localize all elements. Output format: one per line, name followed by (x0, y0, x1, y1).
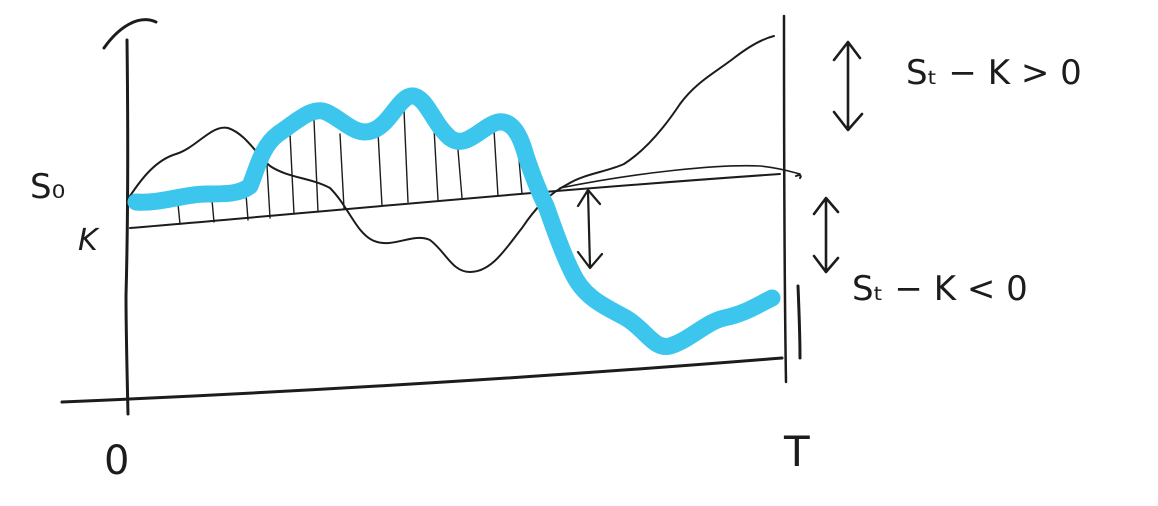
hatch-mark (177, 203, 181, 225)
strike-gap-double-arrow (576, 188, 604, 270)
price-path-highlight (127, 87, 781, 355)
strike-line (129, 173, 781, 229)
maturity-label: T (783, 427, 810, 476)
negative-payoff-label: Sₜ − K < 0 (852, 269, 1028, 309)
hatch-mark (245, 193, 249, 221)
hatch-mark (339, 133, 345, 209)
hatch-mark (493, 129, 499, 197)
hatch-mark (377, 131, 383, 207)
positive-payoff-arrow (832, 40, 864, 132)
positive-payoff-label: Sₜ − K > 0 (906, 53, 1082, 93)
price-path-black (129, 35, 775, 273)
hatch-mark (313, 119, 319, 213)
strike-line-end-wiggle (559, 164, 801, 189)
maturity-vertical-line (782, 14, 788, 384)
y-axis (102, 18, 158, 416)
payoff-bracket-bar (796, 284, 802, 360)
k-label: K (78, 223, 100, 258)
x-axis (60, 356, 784, 404)
s0-label: S₀ (30, 167, 65, 207)
hatch-mark (433, 127, 439, 201)
strike-end-tick (795, 174, 802, 179)
hatch-marks (177, 109, 523, 225)
hatch-mark (289, 133, 295, 215)
hatch-mark (457, 149, 463, 199)
origin-label: 0 (104, 438, 129, 484)
hatch-mark (211, 199, 215, 223)
hatch-mark (403, 109, 409, 203)
negative-payoff-arrow (812, 196, 840, 274)
